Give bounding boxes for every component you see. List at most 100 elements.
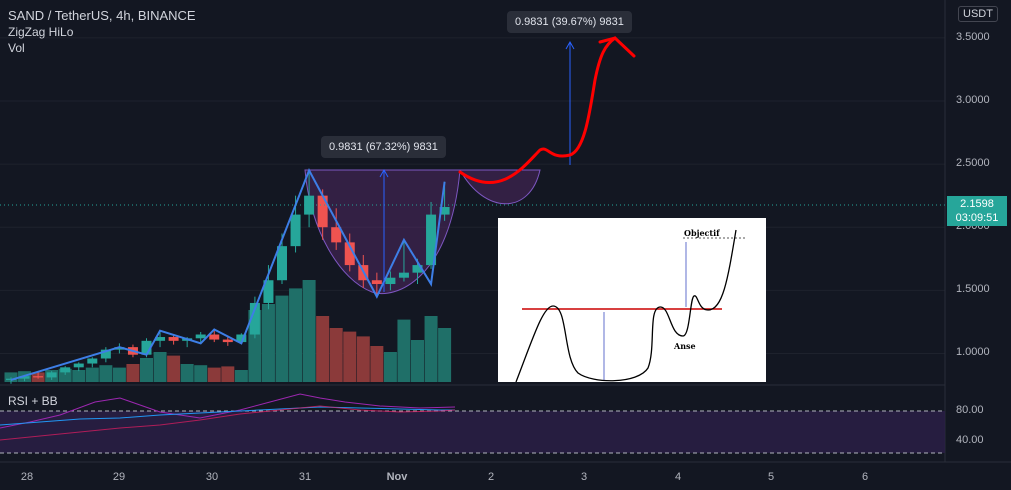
last-price-tag: 2.1598 03:09:51 <box>947 196 1007 226</box>
rsi-basis-line <box>0 406 455 426</box>
handle-shape <box>459 169 541 205</box>
projection-drawing <box>458 36 617 185</box>
candle-up <box>290 214 301 247</box>
volume-bar <box>180 364 194 382</box>
candle-up <box>60 367 71 373</box>
time-tick-label: 6 <box>862 471 868 483</box>
candle-up <box>73 363 84 368</box>
candle-up <box>439 207 450 215</box>
volume-bar <box>261 304 275 382</box>
rsi-line <box>0 393 456 429</box>
candle-up <box>19 376 30 379</box>
volume-bar <box>221 366 235 382</box>
volume-bar <box>343 331 357 382</box>
measure-callout-lower: 0.9831 (67.32%) 9831 <box>321 136 446 158</box>
candle-up <box>412 265 423 273</box>
rsi-tick-label: 80.00 <box>956 404 984 416</box>
candle-up <box>398 272 409 278</box>
rsi-band <box>0 411 945 453</box>
price-tick-label: 3.5000 <box>956 30 990 43</box>
volume-bar <box>302 280 316 382</box>
time-tick-label: 28 <box>21 471 33 483</box>
volume-bar <box>275 295 289 382</box>
volume-bar <box>140 358 153 382</box>
candle-down <box>344 242 355 266</box>
volume-bar <box>99 365 113 382</box>
candle-up <box>236 334 247 343</box>
cup-handle-diagram: Objectif Anse <box>498 218 766 383</box>
volume-bar <box>207 367 221 382</box>
time-tick-label: 31 <box>299 471 311 483</box>
volume-bar <box>72 370 86 382</box>
rsi-tick-label: 40.00 <box>956 434 984 446</box>
measure-arrow-upper-head <box>565 40 575 50</box>
candle-up <box>141 340 152 355</box>
volume-bar <box>411 340 424 382</box>
projection-arrowhead <box>598 36 636 58</box>
volume-bar <box>438 328 452 382</box>
candle-up <box>304 195 315 215</box>
volume-bar <box>234 370 248 382</box>
volume-series <box>4 280 452 382</box>
candle-up <box>385 277 396 285</box>
price-tick-label: 1.0000 <box>956 346 990 359</box>
candle-up <box>100 349 111 359</box>
time-tick-label: 4 <box>675 471 681 483</box>
candle-up <box>249 302 260 335</box>
time-tick-label: 5 <box>768 471 774 483</box>
volume-bar <box>356 336 370 382</box>
volume-bar <box>4 372 18 382</box>
price-grid <box>0 37 945 354</box>
volume-bar <box>383 352 397 382</box>
price-tick-label: 2.5000 <box>956 157 990 170</box>
time-tick-label: 2 <box>488 471 494 483</box>
candle-up <box>87 358 98 364</box>
rsi-indicator-label[interactable]: RSI + BB <box>8 394 58 408</box>
candle-down <box>33 376 44 378</box>
volume-bar <box>126 364 140 382</box>
time-tick-label: 3 <box>581 471 587 483</box>
symbol-title[interactable]: SAND / TetherUS, 4h, BINANCE <box>8 8 196 23</box>
last-price-value: 2.1598 <box>960 198 994 210</box>
volume-bar <box>167 355 181 382</box>
rsi-lower-band-line <box>0 405 456 441</box>
objective-label: Objectif <box>684 228 720 238</box>
candle-up <box>263 280 274 303</box>
volume-bar <box>112 367 126 382</box>
volume-bar <box>289 288 303 382</box>
candle-down <box>209 334 220 340</box>
time-tick-label: Nov <box>387 471 409 483</box>
cup-handle-diagram-svg <box>515 229 746 383</box>
price-curve <box>515 229 737 383</box>
volume-bar <box>424 316 438 382</box>
candle-down <box>371 280 382 285</box>
chart-legend: SAND / TetherUS, 4h, BINANCE ZigZag HiLo… <box>8 8 196 56</box>
candle-down <box>222 339 233 343</box>
candle-up <box>114 347 125 350</box>
price-tick-label: 1.5000 <box>956 283 990 296</box>
candle-down <box>317 195 328 228</box>
indicator-zigzag-label[interactable]: ZigZag HiLo <box>8 25 74 39</box>
candle-up <box>277 246 287 281</box>
time-axis[interactable]: 28 29 30 31 Nov 2 3 4 5 6 <box>21 471 868 483</box>
volume-bar <box>194 365 208 382</box>
volume-bar <box>397 319 411 382</box>
candle-down <box>331 227 342 243</box>
time-tick-label: 29 <box>113 471 125 483</box>
bar-countdown: 03:09:51 <box>955 212 999 224</box>
cup-shape <box>304 169 461 295</box>
measure-callout-upper: 0.9831 (39.67%) 9831 <box>507 11 632 33</box>
volume-bar <box>329 328 343 382</box>
handle-label: Anse <box>674 341 696 351</box>
candle-down <box>168 337 179 341</box>
candle-up <box>155 337 166 341</box>
price-tick-label: 3.0000 <box>956 93 990 106</box>
indicator-volume-label[interactable]: Vol <box>8 41 25 55</box>
candle-up <box>426 214 437 266</box>
currency-badge[interactable]: USDT <box>958 6 998 22</box>
candle-up <box>195 334 206 339</box>
volume-bar <box>316 316 330 382</box>
volume-bar <box>153 352 167 382</box>
volume-bar <box>370 346 384 382</box>
